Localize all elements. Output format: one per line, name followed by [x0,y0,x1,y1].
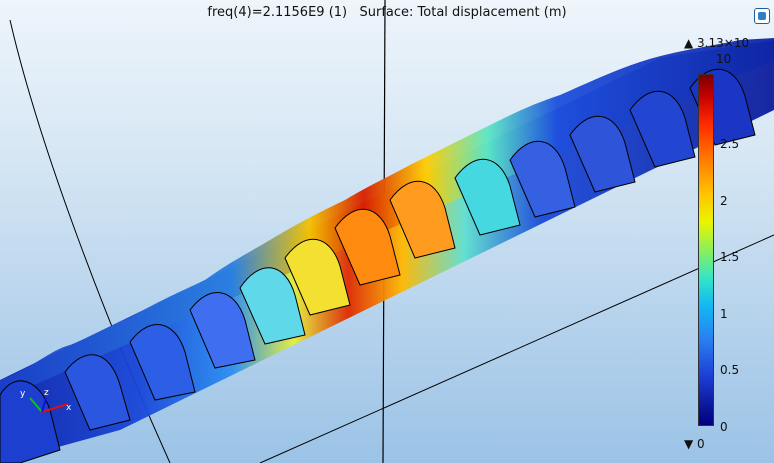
triad-label-x: x [66,403,72,413]
colorbar-max-exponent: 10 [716,52,732,66]
graphics-toolbar-button[interactable] [754,8,770,24]
waveguide-structure [0,38,774,463]
axis-triad: y z x [20,388,72,413]
triad-label-y: y [20,389,26,399]
triad-label-z: z [44,388,49,398]
colorbar-max-label: ▲ 3.13×10 [684,36,750,50]
background-diagonal [259,234,774,463]
colorbar-tick-0-5: 0.5 [720,363,740,377]
colorbar-tick-0: 0 [720,420,728,434]
colorbar-tick-1: 1 [720,307,728,321]
colorbar [698,74,714,426]
colorbar-tick-2: 2 [720,194,728,208]
colorbar-min-label: ▼ 0 [684,437,705,451]
plot-title: freq(4)=2.1156E9 (1) Surface: Total disp… [207,5,567,20]
colorbar-tick-1-5: 1.5 [720,250,740,264]
colorbar-tick-2-5: 2.5 [720,137,740,151]
